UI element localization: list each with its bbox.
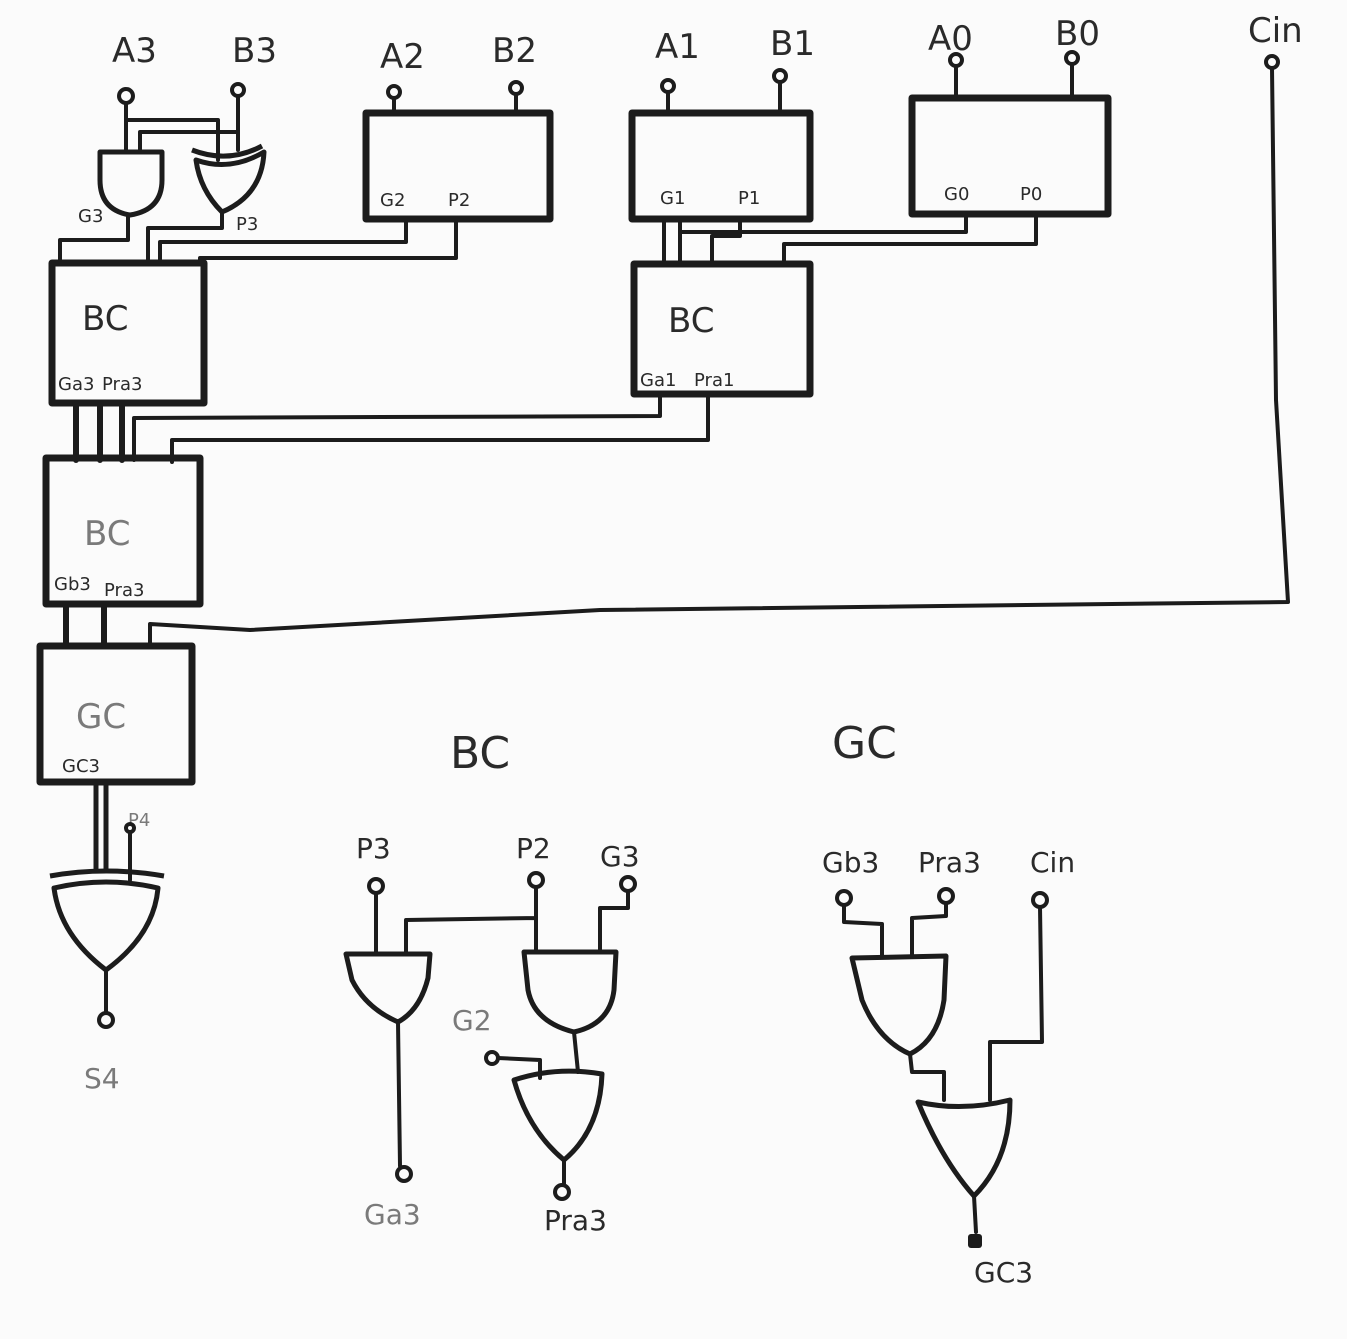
- detail-bc-in-g3: G3: [600, 840, 640, 873]
- cin-wire: [148, 66, 1290, 648]
- detail-gc-in-cin: Cin: [1030, 846, 1075, 879]
- input-label-a0: A0: [928, 19, 973, 59]
- sum-xor-back: [49, 868, 165, 879]
- detail-bc-in-p3: P3: [356, 832, 391, 865]
- detail-gc-and-gate: [849, 953, 949, 1057]
- block1-p-label: P1: [738, 188, 760, 209]
- bc-top-name: BC: [82, 299, 128, 339]
- detail-bc-pin-pra3: [553, 1183, 571, 1201]
- detail-gc-pin-cin: [1031, 891, 1049, 909]
- detail-bc-out-g: Ga3: [364, 1198, 421, 1231]
- detail-bc-and-2: [521, 949, 619, 1035]
- detail-bc-pin-g3: [619, 875, 637, 893]
- detail-bc-or-gate: [511, 1068, 605, 1163]
- block1-g-label: G1: [660, 188, 685, 209]
- detail-bc-pin-p2: [527, 871, 545, 889]
- bc-top-out-p: Pra3: [102, 374, 142, 395]
- input-label-a3: A3: [112, 31, 157, 71]
- detail-bc-in-p2: P2: [516, 832, 551, 865]
- input-label-b1: B1: [770, 24, 815, 64]
- pin-s4: [97, 1011, 115, 1029]
- bc-right-out-p: Pra1: [694, 370, 734, 391]
- detail-gc-title: GC: [832, 718, 897, 769]
- detail-gc-pin-gc3: [968, 1234, 982, 1248]
- bc-mid-out-g: Gb3: [54, 574, 91, 595]
- input-label-a2: A2: [380, 37, 425, 77]
- input-label-cin: Cin: [1248, 11, 1303, 51]
- detail-bc-out-p: Pra3: [544, 1204, 607, 1237]
- gp-block-0: [908, 94, 1112, 218]
- xor-gate-p3-curve: [191, 143, 264, 159]
- detail-bc-and-1: [343, 951, 433, 1025]
- detail-bc-pin-p3: [367, 877, 385, 895]
- bc-mid-name: BC: [84, 514, 130, 554]
- bc-top-out-g: Ga3: [58, 374, 94, 395]
- bc-mid-out-p: Pra3: [104, 580, 144, 601]
- gc-block: [36, 642, 196, 786]
- input-label-b3: B3: [232, 31, 277, 71]
- block2-p-label: P2: [448, 190, 470, 211]
- gc-out: GC3: [62, 756, 100, 777]
- input-label-b2: B2: [492, 31, 537, 71]
- block0-g-label: G0: [944, 184, 969, 205]
- detail-gc-out: GC3: [974, 1256, 1033, 1289]
- block0-p-label: P0: [1020, 184, 1042, 205]
- input-label-b0: B0: [1055, 14, 1100, 54]
- detail-gc-in-pra3: Pra3: [918, 846, 981, 879]
- gp-block-1: [628, 109, 814, 223]
- detail-bc-in-g2: G2: [452, 1004, 492, 1037]
- bc-right-name: BC: [668, 301, 714, 341]
- bc-right-out-g: Ga1: [640, 370, 676, 391]
- gate-label-g3: G3: [78, 206, 103, 227]
- bc-block-right: [630, 260, 814, 398]
- gate-label-p3: P3: [236, 214, 258, 235]
- detail-gc-pin-pra3: [937, 887, 955, 905]
- and-gate-g3: [97, 149, 165, 218]
- detail-gc-in-gb3: Gb3: [822, 846, 879, 879]
- bc-block-mid: [42, 454, 204, 608]
- detail-bc-title: BC: [450, 728, 510, 779]
- block2-g-label: G2: [380, 190, 405, 211]
- gc-name: GC: [76, 697, 126, 737]
- bc-block-top: [48, 259, 208, 407]
- xor-gate-p3: [193, 149, 267, 215]
- detail-bc-pin-ga3: [395, 1165, 413, 1183]
- pin-a3: [117, 87, 135, 105]
- detail-gc-or-gate: [915, 1097, 1013, 1199]
- s4-label: S4: [84, 1062, 120, 1095]
- sum-xor-gate: [51, 879, 161, 973]
- detail-gc-pin-gb3: [835, 889, 853, 907]
- input-label-a1: A1: [655, 27, 700, 67]
